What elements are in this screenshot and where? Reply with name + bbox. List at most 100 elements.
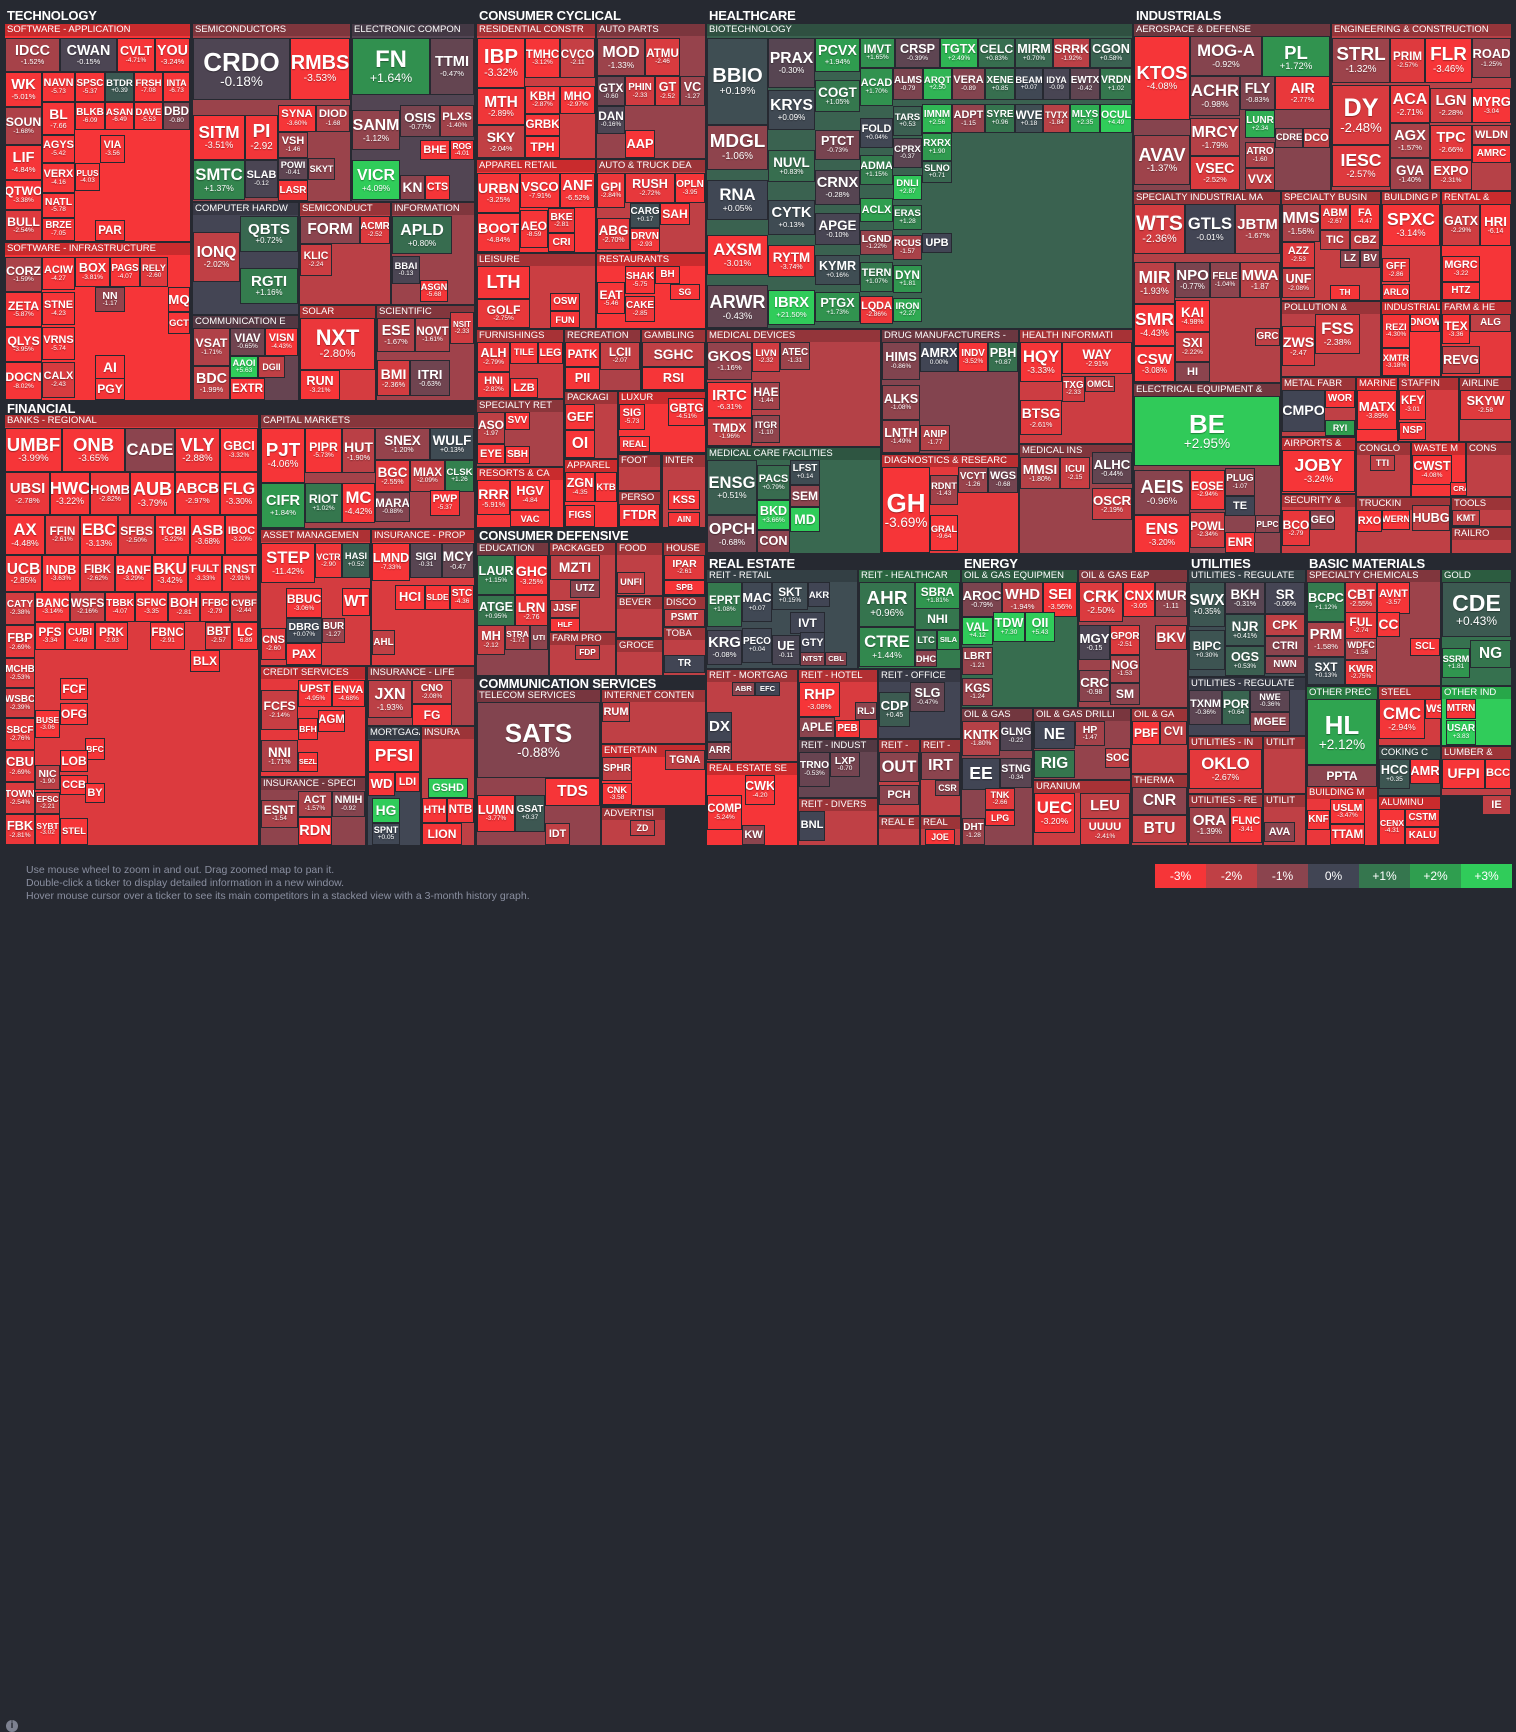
ticker-tile-by[interactable]: BY [85, 783, 105, 803]
ticker-tile-wldn[interactable]: WLDN [1472, 125, 1511, 145]
industry-header[interactable]: REIT - MORTGAG [707, 670, 797, 682]
ticker-tile-ibp[interactable]: IBP -3.32% [477, 38, 525, 88]
ticker-tile-vrns[interactable]: VRNS -5.74 [42, 327, 75, 360]
ticker-tile-blkb[interactable]: BLKB -6.09 [75, 102, 105, 130]
ticker-tile-sitm[interactable]: SITM -3.51% [193, 115, 245, 160]
industry-header[interactable]: DIAGNOSTICS & RESEARC [882, 455, 1018, 467]
ticker-tile-plpc[interactable]: PLPC [1255, 515, 1280, 533]
ticker-tile-gbtg[interactable]: GBTG -4.51% [668, 398, 705, 426]
ticker-tile-btu[interactable]: BTU [1132, 815, 1187, 843]
ticker-tile-matx[interactable]: MATX -3.89% [1357, 390, 1397, 430]
ticker-tile-bfh[interactable]: BFH [298, 718, 318, 740]
ticker-tile-ivt[interactable]: IVT [790, 612, 825, 634]
ticker-tile-smr[interactable]: SMR -4.43% [1134, 304, 1175, 346]
ticker-tile-rig[interactable]: RIG [1034, 750, 1075, 778]
ticker-tile-xene[interactable]: XENE +0.85 [985, 68, 1015, 100]
ticker-tile-syna[interactable]: SYNA -3.60% [278, 105, 316, 132]
ticker-tile-btsg[interactable]: BTSG -2.61% [1020, 400, 1062, 435]
ticker-tile-kai[interactable]: KAI -4.98% [1175, 300, 1210, 332]
ticker-tile-cbt[interactable]: CBT -2.55% [1345, 582, 1377, 614]
industry-header[interactable]: STEEL [1379, 687, 1440, 699]
ticker-tile-rsi[interactable]: RSI [642, 367, 705, 390]
ticker-tile-you[interactable]: YOU -3.24% [155, 38, 190, 72]
ticker-tile-csw[interactable]: CSW -3.08% [1134, 346, 1175, 382]
ticker-tile-pch[interactable]: PCH [879, 785, 919, 805]
ticker-tile-vrdn[interactable]: VRDN +1.02 [1100, 68, 1132, 100]
ticker-tile-pacs[interactable]: PACS +0.79% [757, 465, 790, 500]
ticker-tile-dnow[interactable]: DNOW [1410, 314, 1440, 332]
ticker-tile-bkh[interactable]: BKH -0.31% [1225, 582, 1265, 614]
ticker-tile-ktb[interactable]: KTB [595, 472, 617, 502]
ticker-tile-ahl[interactable]: AHL [372, 630, 395, 655]
ticker-tile-ufpi[interactable]: UFPI [1442, 759, 1485, 789]
ticker-tile-amrc[interactable]: AMRC [1472, 145, 1511, 163]
ticker-tile-pfsi[interactable]: PFSI [368, 740, 420, 772]
ticker-tile-cno[interactable]: CNO -2.08% [412, 680, 452, 704]
ticker-tile-kbh[interactable]: KBH -2.87% [525, 86, 560, 114]
ticker-tile-boot[interactable]: BOOT -4.84% [477, 213, 520, 252]
ticker-tile-way[interactable]: WAY -2.91% [1062, 342, 1132, 374]
industry-header[interactable]: MEDICAL CARE FACILITIES [707, 448, 880, 460]
ticker-tile-flr[interactable]: FLR -3.46% [1425, 38, 1472, 83]
ticker-tile-spxc[interactable]: SPXC -3.14% [1382, 204, 1440, 246]
ticker-tile-utz[interactable]: UTZ [570, 580, 600, 598]
industry-header[interactable]: RENTAL & [1442, 192, 1511, 204]
ticker-tile-swx[interactable]: SWX +0.35% [1189, 582, 1225, 627]
ticker-tile-slg[interactable]: SLG -0.47% [910, 682, 945, 712]
ticker-tile-prax[interactable]: PRAX -0.30% [768, 38, 815, 88]
ticker-tile-wve[interactable]: WVE +0.18 [1015, 104, 1043, 133]
sector-title[interactable]: HEALTHCARE [709, 8, 796, 23]
ticker-tile-wern[interactable]: WERN [1382, 510, 1410, 530]
ticker-tile-csr[interactable]: CSR [935, 780, 960, 796]
ticker-tile-nuvl[interactable]: NUVL +0.83% [768, 150, 815, 182]
ticker-tile-vc[interactable]: VC -1.27 [680, 76, 705, 106]
ticker-tile-tbbk[interactable]: TBBK -4.07 [105, 592, 135, 622]
ticker-tile-ibrx[interactable]: IBRX +21.50% [768, 290, 815, 325]
ticker-tile-dhc[interactable]: DHC [915, 650, 937, 667]
ticker-tile-mog-a[interactable]: MOG-A -0.92% [1190, 36, 1262, 76]
ticker-tile-srrk[interactable]: SRRK -1.92% [1053, 38, 1090, 68]
ticker-tile-mh[interactable]: MH -2.12 [477, 625, 505, 655]
industry-header[interactable]: GAMBLING [642, 330, 705, 342]
ticker-tile-sigi[interactable]: SIGI -0.31 [410, 543, 442, 578]
ticker-tile-bbio[interactable]: BBIO +0.19% [707, 38, 768, 125]
ticker-tile-hi[interactable]: HI [1175, 362, 1210, 382]
industry-header[interactable]: UTILIT [1264, 795, 1305, 807]
ticker-tile-lqda[interactable]: LQDA -2.86% [860, 296, 893, 324]
ticker-tile-achr[interactable]: ACHR -0.98% [1190, 76, 1240, 116]
ticker-tile-avnt[interactable]: AVNT -3.57 [1377, 582, 1410, 614]
ticker-tile-sxt[interactable]: SXT +0.13% [1307, 657, 1345, 685]
ticker-tile-cmc[interactable]: CMC -2.94% [1379, 699, 1425, 739]
industry-header[interactable]: LUMBER & [1442, 747, 1511, 759]
sector-title[interactable]: CONSUMER DEFENSIVE [479, 528, 629, 543]
ticker-tile-btdr[interactable]: BTDR +0.39 [105, 72, 134, 102]
industry-header[interactable]: INSURANCE - LIFE [368, 667, 474, 679]
ticker-tile-adma[interactable]: ADMA +1.15% [860, 155, 893, 185]
ticker-tile-hci[interactable]: HCI [395, 585, 425, 610]
ticker-tile-dbrg[interactable]: DBRG +0.07% [286, 618, 322, 643]
ticker-tile-sphr[interactable]: SPHR [602, 757, 632, 781]
ticker-tile-ryi[interactable]: RYI [1325, 420, 1355, 436]
ticker-tile-act[interactable]: ACT -1.57% [298, 791, 332, 817]
ticker-tile-drvn[interactable]: DRVN -2.93 [630, 228, 660, 252]
industry-header[interactable]: ELECTRICAL EQUIPMENT & [1134, 384, 1280, 396]
ticker-tile-anip[interactable]: ANIP -1.77 [920, 425, 950, 451]
ticker-tile-nwe[interactable]: NWE -0.36% [1250, 690, 1290, 712]
ticker-tile-leg[interactable]: LEG [538, 342, 563, 364]
ticker-tile-mchb[interactable]: MCHB -2.53% [5, 658, 35, 688]
ticker-tile-extr[interactable]: EXTR [230, 378, 265, 400]
ticker-tile-cns[interactable]: CNS -2.60 [261, 628, 286, 660]
industry-header[interactable]: REAL [921, 817, 960, 829]
ticker-tile-ntb[interactable]: NTB [447, 798, 474, 823]
ticker-tile-carg[interactable]: CARG +0.17 [630, 203, 660, 228]
ticker-tile-cde[interactable]: CDE +0.43% [1442, 582, 1511, 637]
ticker-tile-mgy[interactable]: MGY -0.15 [1079, 625, 1110, 660]
ticker-tile-gct[interactable]: GCT [168, 312, 190, 334]
ticker-tile-rcus[interactable]: RCUS -1.57 [893, 235, 922, 260]
ticker-tile-syre[interactable]: SYRE +0.96 [985, 104, 1015, 133]
ticker-tile-vvx[interactable]: VVX [1245, 168, 1275, 190]
industry-header[interactable]: RESIDENTIAL CONSTR [477, 24, 595, 36]
ticker-tile-atec[interactable]: ATEC -1.31 [780, 342, 810, 370]
ticker-tile-lion[interactable]: LION [422, 823, 462, 845]
ticker-tile-crc[interactable]: CRC -0.98 [1079, 670, 1110, 702]
